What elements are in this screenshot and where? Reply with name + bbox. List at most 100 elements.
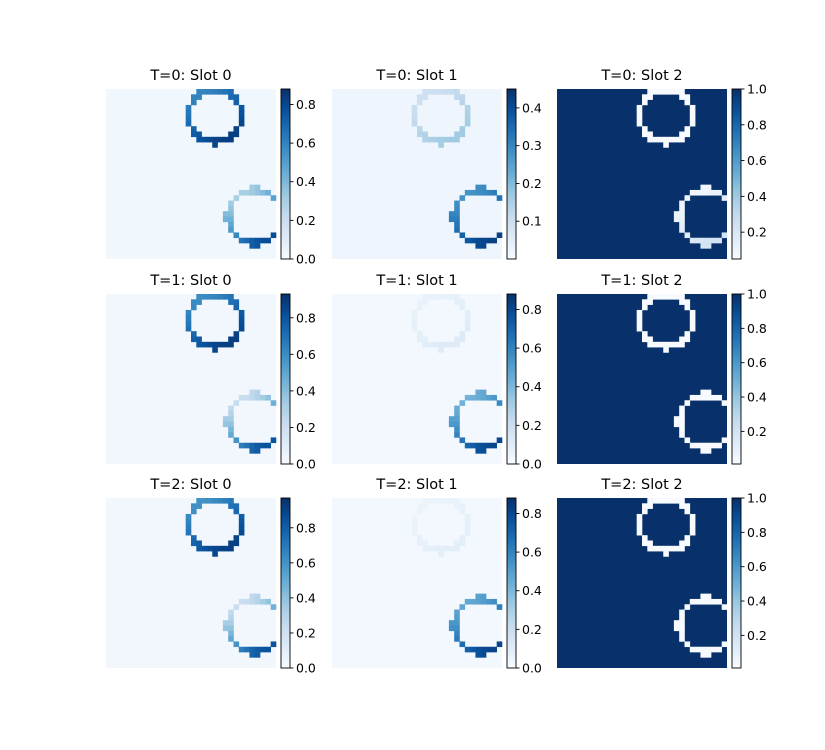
heatmap-cell-ring-top [432, 136, 439, 143]
heatmap-cell-ring-bottom [711, 394, 717, 401]
heatmap-cell-ring-bottom [454, 630, 460, 637]
heatmap-cell-ring-top [191, 331, 197, 337]
heatmap-cell-ring-top [217, 294, 224, 300]
heatmap-cell-ring-bottom [270, 641, 277, 648]
colorbar-frame [731, 497, 742, 669]
heatmap-cell-ring-bottom [222, 416, 229, 422]
colorbar-tick-label: 0.6 [296, 136, 316, 151]
heatmap-cell-ring-bottom [470, 598, 476, 605]
heatmap-cell-ring-bottom [716, 646, 722, 653]
heatmap-cell-ring-bottom [700, 389, 707, 396]
heatmap-cell-ring-top [459, 99, 466, 106]
heatmap-cell-ring-top [417, 131, 423, 138]
heatmap-cell-ring-top [438, 89, 444, 95]
heatmap-cell-ring-bottom [254, 646, 261, 653]
heatmap-cell-ring-bottom [260, 598, 266, 605]
heatmap-cell-ring-bottom [238, 598, 245, 605]
heatmap-cell-ring-bottom [700, 593, 707, 600]
heatmap-cell-ring-bottom [491, 598, 497, 605]
heatmap-cell-ring-bottom [721, 641, 728, 648]
heatmap-cell-ring-top [238, 524, 245, 531]
heatmap-cell-ring-top [679, 498, 685, 504]
colorbar-tick-label: 0.1 [522, 214, 542, 229]
heatmap-cell-ring-top [673, 341, 680, 348]
heatmap-cell-ring-top [185, 120, 192, 127]
heatmap-cell-ring-top [411, 110, 418, 116]
heatmap-cell-ring-bottom [679, 609, 685, 616]
heatmap-cell-ring-top [196, 131, 202, 138]
heatmap-cell-ring-top [689, 309, 696, 316]
heatmap-cell-ring-top [652, 498, 659, 504]
heatmap-cell-ring-top [185, 104, 192, 111]
heatmap-cell-ring-bottom [679, 416, 685, 422]
heatmap-cell-ring-bottom [679, 421, 685, 428]
heatmap-cell-ring-top [454, 341, 460, 348]
heatmap-cell-ring-bottom [222, 216, 229, 223]
heatmap-cell-ring-bottom [480, 389, 487, 396]
heatmap-cell-ring-top [191, 99, 197, 106]
heatmap-cell-ring-top [657, 341, 664, 348]
heatmap-cell-ring-bottom [475, 237, 482, 244]
heatmap-cell-ring-top [464, 309, 471, 316]
heatmap-cell-ring-bottom [249, 184, 256, 191]
heatmap-cell-ring-top [657, 498, 664, 504]
panel-2: T=0: Slot 2 0.2 0.4 0.6 0.8 1.0 [557, 68, 767, 260]
heatmap-cell-ring-bottom [454, 200, 460, 207]
heatmap-cell-ring-top [185, 524, 192, 531]
heatmap-cell-ring-top [684, 508, 691, 515]
heatmap-cell-ring-bottom [448, 625, 455, 632]
heatmap-cell-ring-bottom [228, 614, 234, 621]
heatmap-cell-ring-bottom [486, 442, 492, 449]
colorbar-tick-label: 0.4 [522, 100, 542, 115]
heatmap-cell-ring-bottom [249, 389, 256, 396]
heatmap-cell-ring-top [191, 508, 197, 515]
heatmap-cell-ring-bottom [684, 232, 691, 239]
heatmap-cell-ring-bottom [249, 442, 256, 449]
heatmap-cell-ring-top [191, 535, 197, 541]
heatmap-cell-ring-top [448, 136, 455, 143]
heatmap-cell-ring-top [668, 294, 675, 300]
heatmap-cell-ring-top [454, 336, 460, 343]
heatmap-cell-ring-bottom [233, 400, 240, 406]
heatmap-cell-ring-top [417, 331, 423, 337]
heatmap-cell-ring-top [438, 142, 444, 148]
heatmap-cell-ring-bottom [238, 394, 245, 401]
heatmap-cell-ring-bottom [244, 442, 250, 449]
heatmap-cell-ring-bottom [260, 442, 266, 449]
colorbar-tick-label: 0.2 [522, 622, 542, 637]
heatmap-cell-ring-top [673, 294, 680, 300]
heatmap-cell-ring-bottom [496, 400, 503, 406]
heatmap-cell-ring-bottom [480, 652, 487, 658]
heatmap-cell-ring-top [464, 513, 471, 520]
heatmap-cell-ring-bottom [705, 184, 712, 191]
heatmap-cell-ring-bottom [684, 437, 691, 444]
heatmap-cell-ring-bottom [238, 646, 245, 653]
heatmap-cell-ring-top [636, 325, 643, 332]
colorbar-tick-label: 0.2 [747, 225, 767, 240]
heatmap-cell-ring-bottom [475, 652, 482, 658]
colorbar-tick-label: 0.3 [522, 138, 542, 153]
heatmap-cell-ring-top [443, 341, 450, 348]
heatmap-cell-ring-bottom [496, 195, 503, 201]
heatmap-cell-ring-top [647, 89, 653, 95]
heatmap-cell-ring-top [422, 498, 428, 504]
panel-8: T=2: Slot 2 0.2 0.4 0.6 0.8 1.0 [557, 477, 767, 669]
heatmap-cell-ring-top [642, 540, 648, 547]
heatmap-cell-ring-top [438, 136, 444, 143]
heatmap-cell-ring-top [206, 545, 213, 552]
heatmap-cell-ring-bottom [454, 227, 460, 233]
heatmap-cell-ring-top [689, 110, 696, 116]
heatmap-cell-ring-bottom [496, 437, 503, 444]
heatmap-cell-ring-bottom [238, 237, 245, 244]
heatmap-cell-ring-top [636, 524, 643, 531]
heatmap-cell-ring-top [191, 126, 197, 132]
heatmap-cell-ring-top [668, 136, 675, 143]
heatmap-cell-ring-bottom [244, 598, 250, 605]
heatmap-cell-ring-top [191, 131, 197, 138]
heatmap-cell-ring-top [427, 294, 434, 300]
heatmap-cell-ring-bottom [238, 442, 245, 449]
colorbar-tick-label: 0.6 [296, 347, 316, 362]
heatmap-cell-ring-top [459, 126, 466, 132]
colorbar-tick-label: 0.2 [747, 628, 767, 643]
heatmap-cell-ring-top [448, 294, 455, 300]
